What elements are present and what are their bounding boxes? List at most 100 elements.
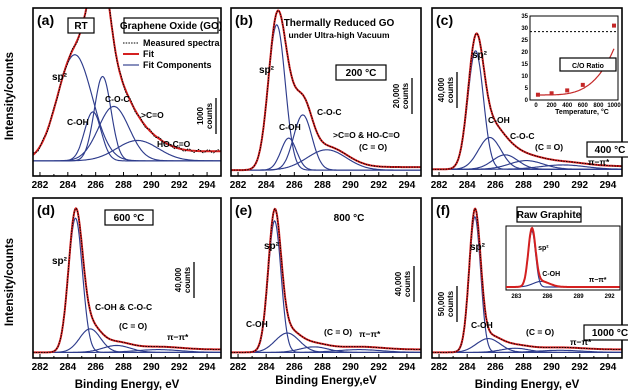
plot-frame [230,197,422,359]
plot-frame [431,197,623,359]
x-tick-label: 288 [115,180,132,191]
condition-label-box [583,324,628,341]
x-tick-label: 294 [199,362,216,373]
x-tick-label: 284 [459,180,476,191]
component-label: (C = O) [526,327,554,337]
inset-label: sp² [538,245,549,252]
x-tick-label: 292 [171,362,188,373]
x-tick-label: 294 [600,362,617,373]
sample-label: Graphene Oxide (GO) [120,21,222,32]
x-tick-label: 288 [314,362,331,373]
x-axis-title-mid: Binding Energy,eV [275,375,377,387]
scale-bar-unit: counts [401,82,410,109]
component-curve [432,164,622,170]
scale-bar-value: 40,000 [437,77,446,102]
inset-x-tick: 0 [534,103,538,109]
scale-bar-unit: counts [205,102,214,129]
x-tick-label: 294 [600,180,617,191]
sample-label-box [123,17,219,34]
x-tick-label: 290 [342,362,359,373]
inset-y-tick: 25 [521,38,528,44]
plot-frame [32,7,222,177]
condition-label-box [586,141,628,158]
plot-frame [32,197,222,359]
panel-label: (d) [37,202,55,218]
x-tick-label: 294 [199,180,216,191]
inset-x-tick: 800 [593,103,604,109]
inset-x-tick: 289 [574,294,585,300]
inset-fit-curve [506,226,620,288]
panel-e: 282 284 286 288 290 292 294 (e) 40,000 counts 800 … [230,197,422,373]
component-label: (C = O) [359,142,387,152]
component-curve [33,111,221,162]
inset-y-tick: 35 [521,14,528,20]
inset-title: C/O Ratio [572,63,604,70]
component-curve [33,349,221,353]
scale-bar: 40,000 counts [394,266,415,302]
x-tick-label: 286 [87,180,104,191]
component-label: C-OH [246,319,268,329]
scale-bar-unit: counts [403,270,412,297]
component-curve [33,75,221,162]
panel-label: (f) [436,202,450,218]
inset-x-tick: 292 [605,294,616,300]
x-tick-label: 288 [115,362,132,373]
condition-label-box [67,17,95,34]
scale-bar-value: 40,000 [174,267,183,292]
component-curve [231,114,421,171]
component-label: (C = O) [119,321,147,331]
panel-label: (e) [235,202,252,218]
condition-label: 600 °C [114,213,145,224]
x-tick-label: 284 [258,180,275,191]
x-tick-label: 292 [571,180,588,191]
x-tick-label: 292 [571,362,588,373]
x-tick-label: 282 [431,180,448,191]
component-label: C-OH & C-O-C [95,302,152,312]
sample-label: Thermally Reduced GO [284,18,395,29]
x-tick-label: 282 [230,180,247,191]
component-label: (C = O) [535,142,563,152]
component-label: >C=O [141,110,164,120]
scale-bar-unit: counts [446,76,455,103]
scale-bar: 50,000 counts [437,286,458,322]
x-tick-label: 286 [286,362,303,373]
scale-bar: 1000 counts [196,98,217,134]
measured-curve [231,208,421,353]
panel-c: 282 284 286 288 290 292 294 (c) 40,000 counts 400 … [431,7,628,191]
x-tick-label: 288 [515,180,532,191]
scale-bar: 40,000 counts [437,72,458,108]
inset-x-tick: 286 [542,294,553,300]
condition-label: 800 °C [334,213,365,224]
panel-label: (a) [37,12,54,28]
inset-point [535,92,540,97]
component-label: C-OH [279,122,301,132]
raw-graphite-inset: 283 286 289 292 sp² C-OH π−π* [505,225,621,300]
inset-trend-line [536,48,615,96]
x-tick-label: 290 [143,180,160,191]
x-tick-label: 282 [230,362,247,373]
panel-a: 282 284 286 288 290 292 294 (a) 1000 counts RT Grap… [32,7,222,191]
component-label: C-OH [471,320,493,330]
inset-y-tick: 10 [521,74,528,80]
inset-title-box [559,57,617,72]
component-label: sp² [264,241,280,252]
panel-f: 282 284 286 288 290 292 294 (f) 50,000 counts Raw … [431,197,628,373]
scale-bar-unit: counts [446,290,455,317]
x-tick-label: 282 [32,362,49,373]
sample-sublabel: under Ultra-high Vacuum [288,30,390,40]
component-label: π−π* [167,332,189,342]
x-axis-title-left: Binding Energy, eV [75,379,180,390]
x-tick-label: 288 [515,362,532,373]
component-label: sp² [470,242,486,253]
measured-curve [432,32,622,170]
x-tick-label: 286 [286,180,303,191]
component-curve [231,349,421,353]
inset-x-tick: 283 [511,294,522,300]
measured-curve [33,208,221,353]
co-ratio-inset: 0 5 10 15 20 25 30 35 0 200 400 600 800 1000 C/O Ratio… [521,14,621,116]
inset-x-tick: 400 [562,103,573,109]
x-tick-label: 290 [342,180,359,191]
inset-point [549,91,554,96]
component-label: C-OH [488,115,510,125]
